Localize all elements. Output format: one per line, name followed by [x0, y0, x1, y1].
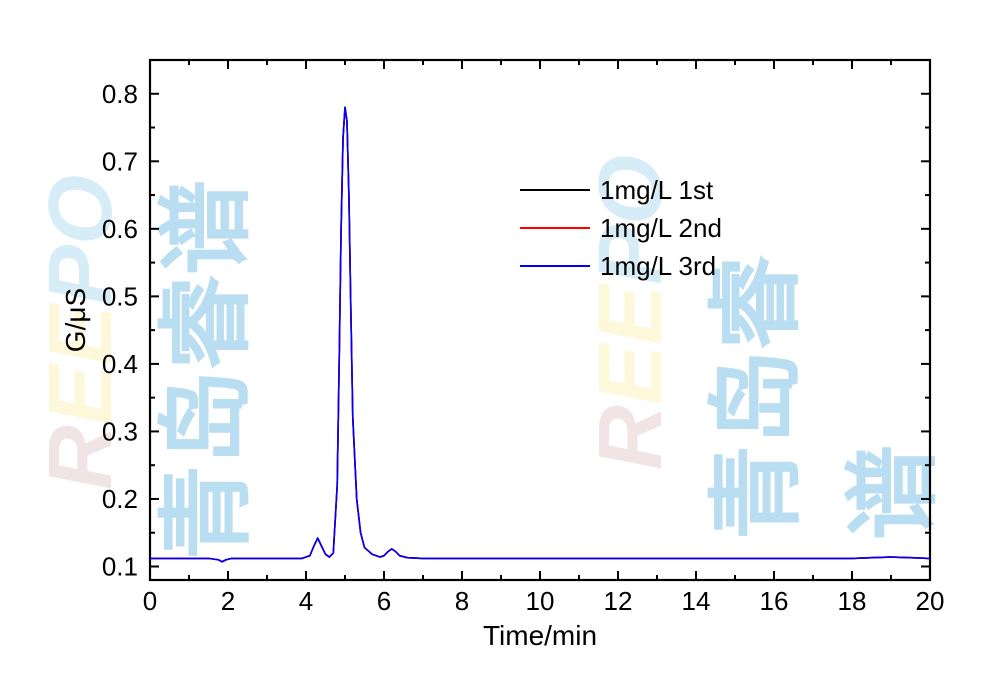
legend-label: 1mg/L 2nd [600, 213, 722, 243]
plot-frame [150, 60, 930, 580]
x-tick-label: 18 [838, 586, 867, 616]
y-axis-label: G/μS [60, 288, 91, 352]
y-tick-label: 0.8 [102, 79, 138, 109]
y-tick-label: 0.2 [102, 484, 138, 514]
y-tick-label: 0.1 [102, 551, 138, 581]
x-tick-label: 14 [682, 586, 711, 616]
legend-label: 1mg/L 3rd [600, 251, 716, 281]
series-line [150, 107, 930, 562]
chart-container: REEPO 青岛睿谱 REEPO 青岛睿谱 024681012141618200… [0, 0, 1000, 698]
chromatogram-chart: 0 2 4 6 8 10 12 14 16 18 20 0.1 0.2 0.3 0.4 0.5 0.6 0.7 0.… [0, 0, 1000, 698]
y-tick-label: 0.7 [102, 146, 138, 176]
x-tick-label: 4 [299, 586, 313, 616]
y-tick-label: 0.3 [102, 416, 138, 446]
x-tick-label: 6 [377, 586, 391, 616]
x-axis-label: Time/min [483, 620, 597, 651]
series-line [150, 107, 930, 562]
y-tick-label: 0.6 [102, 214, 138, 244]
series-line [150, 107, 930, 562]
legend-label: 1mg/L 1st [600, 175, 714, 205]
x-tick-label: 12 [604, 586, 633, 616]
x-tick-label: 2 [221, 586, 235, 616]
y-tick-label: 0.4 [102, 349, 138, 379]
x-tick-label: 0 [143, 586, 157, 616]
x-tick-label: 8 [455, 586, 469, 616]
x-tick-label: 16 [760, 586, 789, 616]
x-tick-label: 20 [916, 586, 945, 616]
y-tick-label: 0.5 [102, 281, 138, 311]
x-tick-label: 10 [526, 586, 555, 616]
